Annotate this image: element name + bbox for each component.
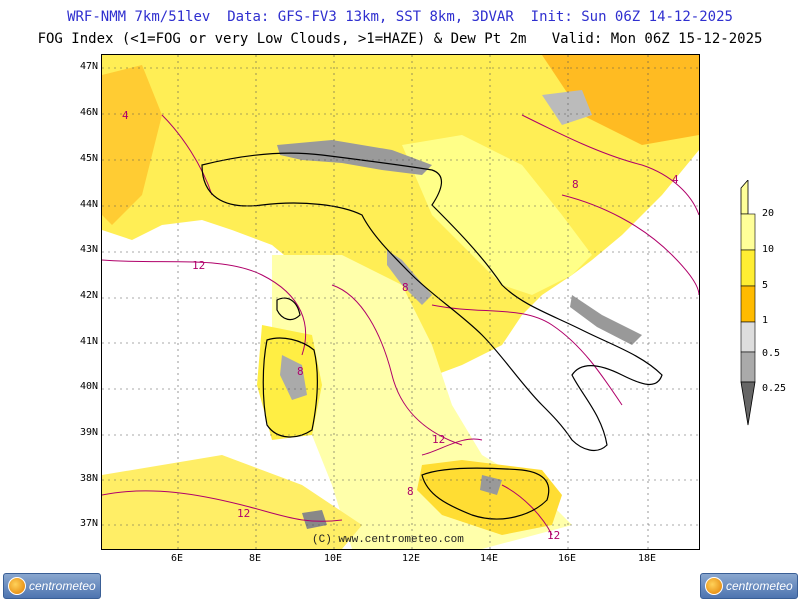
colorbar-arrow-top — [740, 180, 749, 215]
contour-label: 12 — [237, 507, 250, 520]
colorbar-swatch — [740, 321, 756, 353]
lon-label: 14E — [479, 553, 499, 564]
contour-labels: 12 12 8 4 8 12 8 4 12 8 — [122, 109, 679, 542]
graticule — [102, 55, 699, 549]
lon-label: 16E — [557, 553, 577, 564]
centrometeo-logo-right[interactable]: centrometeo — [700, 573, 798, 599]
colorbar-swatch — [740, 351, 756, 383]
colorbar-swatch — [740, 213, 756, 251]
header-line-1: WRF-NMM 7km/51lev Data: GFS-FV3 13km, SS… — [67, 9, 733, 25]
contour-label: 4 — [122, 109, 129, 122]
dewpoint-contours — [102, 114, 699, 536]
sardinia-coast — [262, 337, 318, 438]
coastlines — [201, 152, 663, 520]
lat-label: 38N — [79, 473, 98, 484]
colorbar-swatch — [740, 285, 756, 323]
colorbar-label: 0.5 — [762, 348, 781, 359]
contour-label: 4 — [672, 173, 679, 186]
map-copyright: (C) www.centrometeo.com — [312, 534, 464, 546]
colorbar-label: 0.25 — [762, 383, 787, 394]
lon-label: 6E — [170, 553, 184, 564]
lat-label: 47N — [79, 61, 98, 72]
lat-label: 42N — [79, 290, 98, 301]
lat-label: 39N — [79, 427, 98, 438]
lat-label: 46N — [79, 107, 98, 118]
colorbar-arrow-bottom — [740, 381, 756, 426]
haze-field-sicily — [417, 460, 562, 535]
fog-po-valley — [277, 140, 432, 175]
corsica-coast — [276, 297, 301, 321]
contour-label: 8 — [572, 178, 579, 191]
contour-label: 12 — [432, 433, 445, 446]
fog-puglia — [570, 295, 642, 345]
colorbar-label: 1 — [762, 315, 769, 326]
fog-bottom-left — [302, 510, 327, 529]
lat-label: 43N — [79, 244, 98, 255]
fog-index-colorbar — [740, 180, 756, 426]
contour-label: 8 — [407, 485, 414, 498]
haze-field-ne-orange — [542, 55, 699, 145]
fog-alps-east — [542, 90, 592, 125]
lat-label: 37N — [79, 518, 98, 529]
contour-label: 12 — [192, 259, 205, 272]
map-canvas: 12 12 8 4 8 12 8 4 12 8 — [102, 55, 699, 549]
lat-label: 44N — [79, 199, 98, 210]
fog-sicily — [480, 475, 502, 495]
lon-label: 18E — [637, 553, 657, 564]
colorbar-label: 10 — [762, 244, 775, 255]
sicily-coast — [421, 467, 550, 520]
centrometeo-logo-left[interactable]: centrometeo — [3, 573, 101, 599]
italy-mainland-coast — [201, 152, 663, 452]
logo-text: centrometeo — [726, 579, 793, 593]
logo-text: centrometeo — [29, 579, 96, 593]
lat-label: 40N — [79, 381, 98, 392]
haze-field-w-orange — [102, 65, 162, 225]
colorbar-swatch — [740, 249, 756, 287]
fog-central-italy — [387, 250, 432, 305]
haze-field-adriatic — [402, 135, 592, 295]
contour-label: 12 — [547, 529, 560, 542]
lon-label: 12E — [401, 553, 421, 564]
contour-label: 8 — [297, 365, 304, 378]
lon-label: 10E — [323, 553, 343, 564]
colorbar-label: 5 — [762, 280, 769, 291]
fog-index-map: 12 12 8 4 8 12 8 4 12 8 — [101, 54, 700, 550]
haze-field-south-bottom — [102, 455, 362, 549]
lat-label: 41N — [79, 336, 98, 347]
header-line-2: FOG Index (<1=FOG or very Low Clouds, >1… — [37, 31, 763, 47]
lat-label: 45N — [79, 153, 98, 164]
colorbar-label: 20 — [762, 208, 775, 219]
globe-icon — [8, 577, 26, 595]
lon-label: 8E — [248, 553, 262, 564]
globe-icon — [705, 577, 723, 595]
contour-label: 8 — [402, 281, 409, 294]
haze-field-north — [102, 55, 699, 405]
